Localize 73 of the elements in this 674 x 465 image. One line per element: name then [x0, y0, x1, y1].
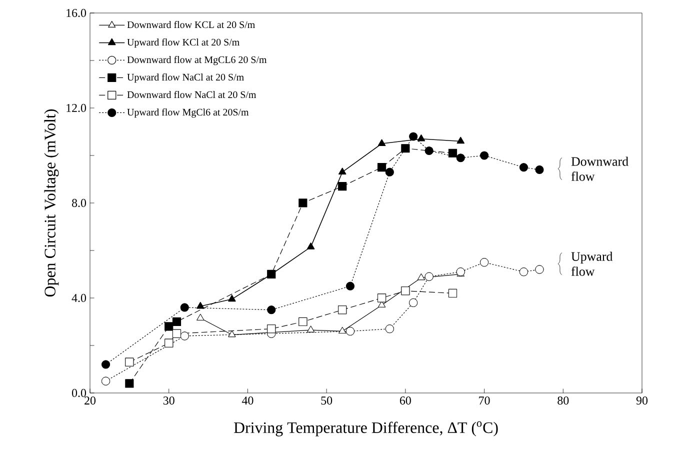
- y-tick-label: 4.0: [72, 294, 86, 302]
- point: [338, 326, 346, 334]
- point: [480, 151, 489, 160]
- point: [417, 134, 426, 142]
- point: [228, 330, 236, 338]
- point: [164, 338, 174, 348]
- point: [125, 379, 134, 388]
- point: [456, 136, 464, 144]
- point: [409, 298, 418, 308]
- legend-label: Upward flow MgCl6 at 20S/m: [127, 108, 249, 118]
- point: [172, 317, 182, 326]
- point: [298, 317, 308, 326]
- x-tick-label: 50: [321, 396, 332, 405]
- x-tick-label: 90: [636, 396, 648, 405]
- point: [267, 306, 276, 314]
- point: [535, 165, 544, 174]
- point: [196, 302, 204, 309]
- point: [307, 326, 315, 332]
- point: [448, 148, 458, 158]
- point: [409, 132, 418, 141]
- point: [480, 258, 489, 267]
- legend-label: Downward flow KCL at 20 S/m: [127, 20, 255, 28]
- point: [519, 163, 528, 172]
- annotation: Downward flow: [571, 156, 628, 181]
- point: [164, 322, 174, 331]
- point: [228, 294, 236, 302]
- point: [306, 242, 315, 250]
- x-axis-title: Driving Temperature Difference, ΔT ($^{o}$C): [234, 421, 498, 436]
- y-tick-label: 12.0: [66, 104, 86, 112]
- y-axis-title: Open Circuit Voltage (mVolt): [44, 109, 59, 297]
- point: [456, 154, 465, 162]
- point: [338, 182, 347, 191]
- legend-label: Upward flow NaCl at 20 S/m: [127, 73, 244, 83]
- point: [267, 324, 276, 334]
- point: [346, 282, 355, 290]
- point: [298, 198, 308, 208]
- point: [378, 139, 386, 146]
- point: [401, 286, 410, 296]
- point: [172, 329, 182, 338]
- point: [125, 358, 134, 366]
- x-tick-label: 60: [400, 396, 411, 405]
- annotation: Upward flow: [571, 252, 613, 276]
- x-tick-label: 40: [242, 396, 254, 405]
- point: [424, 272, 434, 281]
- point: [196, 314, 204, 320]
- x-tick-label: 70: [479, 396, 490, 405]
- point: [456, 268, 465, 276]
- point: [519, 268, 528, 276]
- point: [101, 360, 110, 369]
- x-tick-label: 30: [163, 396, 174, 405]
- x-tick-label: 20: [84, 396, 96, 405]
- point: [424, 146, 434, 156]
- y-tick-label: 8.0: [72, 198, 86, 208]
- point: [448, 288, 458, 298]
- point: [535, 265, 544, 274]
- point: [180, 332, 189, 340]
- y-tick-label: 16.0: [66, 8, 86, 18]
- legend-label: Downward flow NaCl at 20 S/m: [127, 90, 256, 98]
- point: [346, 326, 355, 336]
- point: [101, 376, 110, 386]
- legend-label: Upward flow KCl at 20 S/m: [127, 38, 240, 48]
- point: [385, 168, 394, 176]
- point: [338, 306, 347, 314]
- x-tick-label: 80: [558, 396, 569, 405]
- y-tick-label: 0.0: [72, 388, 86, 398]
- point: [377, 294, 386, 302]
- point: [377, 163, 386, 172]
- point: [385, 324, 394, 334]
- point: [401, 144, 410, 153]
- point: [417, 273, 425, 280]
- point: [338, 168, 346, 175]
- legend-label: Downward flow at MgCL6 20 S/m: [127, 56, 267, 66]
- point: [180, 303, 189, 312]
